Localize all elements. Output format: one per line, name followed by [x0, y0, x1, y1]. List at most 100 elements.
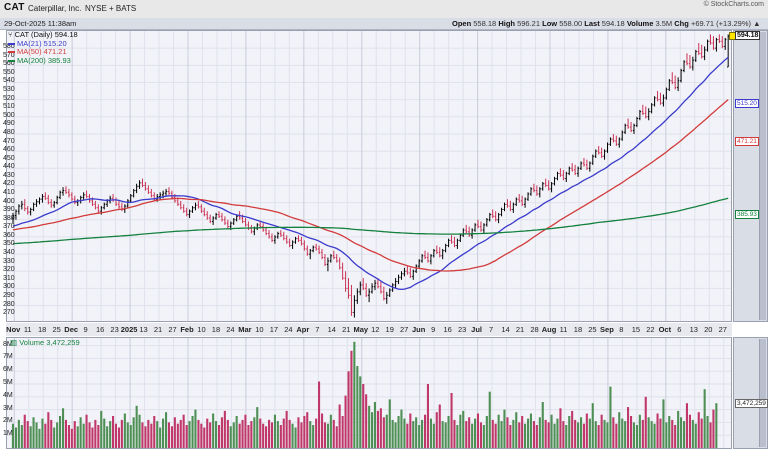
date-tick-Jul: Jul — [471, 325, 483, 334]
chg-value: +69.71 (+13.29%) ▲ — [690, 19, 761, 28]
stockcharts-credit: © StockCharts.com — [703, 1, 764, 8]
price-tick-300: 300 — [3, 283, 15, 291]
ma21-axis-label: 515.20 — [735, 98, 759, 108]
date-tick-19: 19 — [385, 325, 394, 334]
price-chart-panel[interactable] — [6, 30, 732, 322]
price-tick-350: 350 — [3, 240, 15, 248]
volume-value: 3.5M — [655, 19, 673, 28]
high-value: 596.21 — [517, 19, 541, 28]
volume-plot — [7, 338, 731, 448]
price-tick-530: 530 — [3, 86, 15, 94]
ma200-swatch-icon — [8, 59, 15, 62]
price-tick-420: 420 — [3, 180, 15, 188]
date-tick-25: 25 — [588, 325, 597, 334]
volume-tick-7M: 7M — [3, 353, 13, 361]
legend-ma21: MA(21) 515.20 — [8, 39, 78, 49]
price-tick-320: 320 — [3, 266, 15, 274]
price-tick-430: 430 — [3, 171, 15, 179]
ma50-swatch-icon — [8, 51, 15, 54]
date-tick-9: 9 — [83, 325, 88, 334]
date-tick-10: 10 — [197, 325, 206, 334]
ticker-symbol: CAT — [4, 2, 25, 13]
price-tick-330: 330 — [3, 257, 15, 265]
date-tick-24: 24 — [284, 325, 293, 334]
price-tick-410: 410 — [3, 189, 15, 197]
volume-tick-4M: 4M — [3, 391, 13, 399]
price-axis-scrollbar[interactable] — [759, 32, 766, 320]
date-tick-6: 6 — [677, 325, 682, 334]
last-value: 594.18 — [601, 19, 625, 28]
quote-values: Open 558.18 High 596.21 Low 558.00 Last … — [452, 19, 761, 28]
price-tick-290: 290 — [3, 291, 15, 299]
date-axis — [6, 323, 732, 336]
date-tick-Oct: Oct — [658, 325, 672, 334]
volume-tick-6M: 6M — [3, 366, 13, 374]
date-tick-Nov: Nov — [6, 325, 21, 334]
date-tick-24: 24 — [226, 325, 235, 334]
date-tick-14: 14 — [327, 325, 336, 334]
volume-legend: ▥ Volume 3,472,259 — [10, 338, 80, 347]
volume-bars-icon: ▥ — [10, 338, 18, 347]
chg-label: Chg — [674, 19, 689, 28]
date-tick-16: 16 — [443, 325, 452, 334]
volume-axis-scrollbar[interactable] — [759, 339, 766, 447]
volume-tick-8M: 8M — [3, 340, 13, 348]
date-tick-9: 9 — [431, 325, 436, 334]
date-tick-15: 15 — [631, 325, 641, 334]
date-tick-14: 14 — [501, 325, 510, 334]
date-tick-12: 12 — [371, 325, 380, 334]
price-tick-450: 450 — [3, 154, 15, 162]
price-tick-510: 510 — [3, 103, 15, 111]
price-y-axis — [733, 30, 768, 322]
quote-datetime: 29-Oct-2025 11:38am — [4, 19, 77, 28]
date-tick-Apr: Apr — [296, 325, 310, 334]
price-tick-460: 460 — [3, 146, 15, 154]
price-tick-280: 280 — [3, 300, 15, 308]
price-tick-400: 400 — [3, 197, 15, 205]
date-tick-21: 21 — [342, 325, 351, 334]
date-tick-10: 10 — [255, 325, 264, 334]
price-tick-360: 360 — [3, 231, 15, 239]
volume-label: Volume — [626, 19, 654, 28]
chart-type-icon: ⑂ — [8, 30, 13, 39]
date-tick-27: 27 — [718, 325, 727, 334]
price-tick-470: 470 — [3, 137, 15, 145]
price-tick-520: 520 — [3, 94, 15, 102]
date-tick-13: 13 — [139, 325, 148, 334]
date-tick-7: 7 — [315, 325, 320, 334]
price-tick-570: 570 — [3, 51, 15, 59]
price-tick-270: 270 — [3, 309, 15, 317]
last-label: Last — [584, 19, 600, 28]
date-tick-Feb: Feb — [180, 325, 194, 334]
date-tick-21: 21 — [153, 325, 163, 334]
volume-chart-panel[interactable] — [6, 337, 732, 449]
date-tick-25: 25 — [52, 325, 61, 334]
price-tick-480: 480 — [3, 128, 15, 136]
open-value: 558.18 — [473, 19, 497, 28]
volume-axis-label: 3,472,259 — [735, 398, 768, 408]
ma200-axis-label: 385.93 — [735, 209, 759, 219]
date-tick-17: 17 — [269, 325, 279, 334]
volume-tick-3M: 3M — [3, 404, 13, 412]
date-tick-Sep: Sep — [600, 325, 614, 334]
volume-y-axis — [733, 337, 768, 449]
date-tick-Aug: Aug — [541, 325, 557, 334]
price-tick-380: 380 — [3, 214, 15, 222]
quote-bar — [0, 18, 768, 30]
date-tick-23: 23 — [457, 325, 467, 334]
date-tick-11: 11 — [559, 325, 568, 334]
price-plot — [7, 31, 731, 321]
exchange-label: NYSE + BATS — [85, 4, 137, 13]
legend-ma50: MA(50) 471.21 — [8, 47, 78, 57]
date-tick-23: 23 — [110, 325, 119, 334]
ma21-swatch-icon — [8, 42, 15, 45]
price-tick-560: 560 — [3, 60, 15, 68]
price-tick-490: 490 — [3, 120, 15, 128]
low-value: 558.00 — [559, 19, 583, 28]
low-label: Low — [542, 19, 558, 28]
volume-tick-2M: 2M — [3, 417, 13, 425]
volume-tick-1M: 1M — [3, 430, 13, 438]
price-tick-440: 440 — [3, 163, 15, 171]
date-tick-8: 8 — [619, 325, 624, 334]
